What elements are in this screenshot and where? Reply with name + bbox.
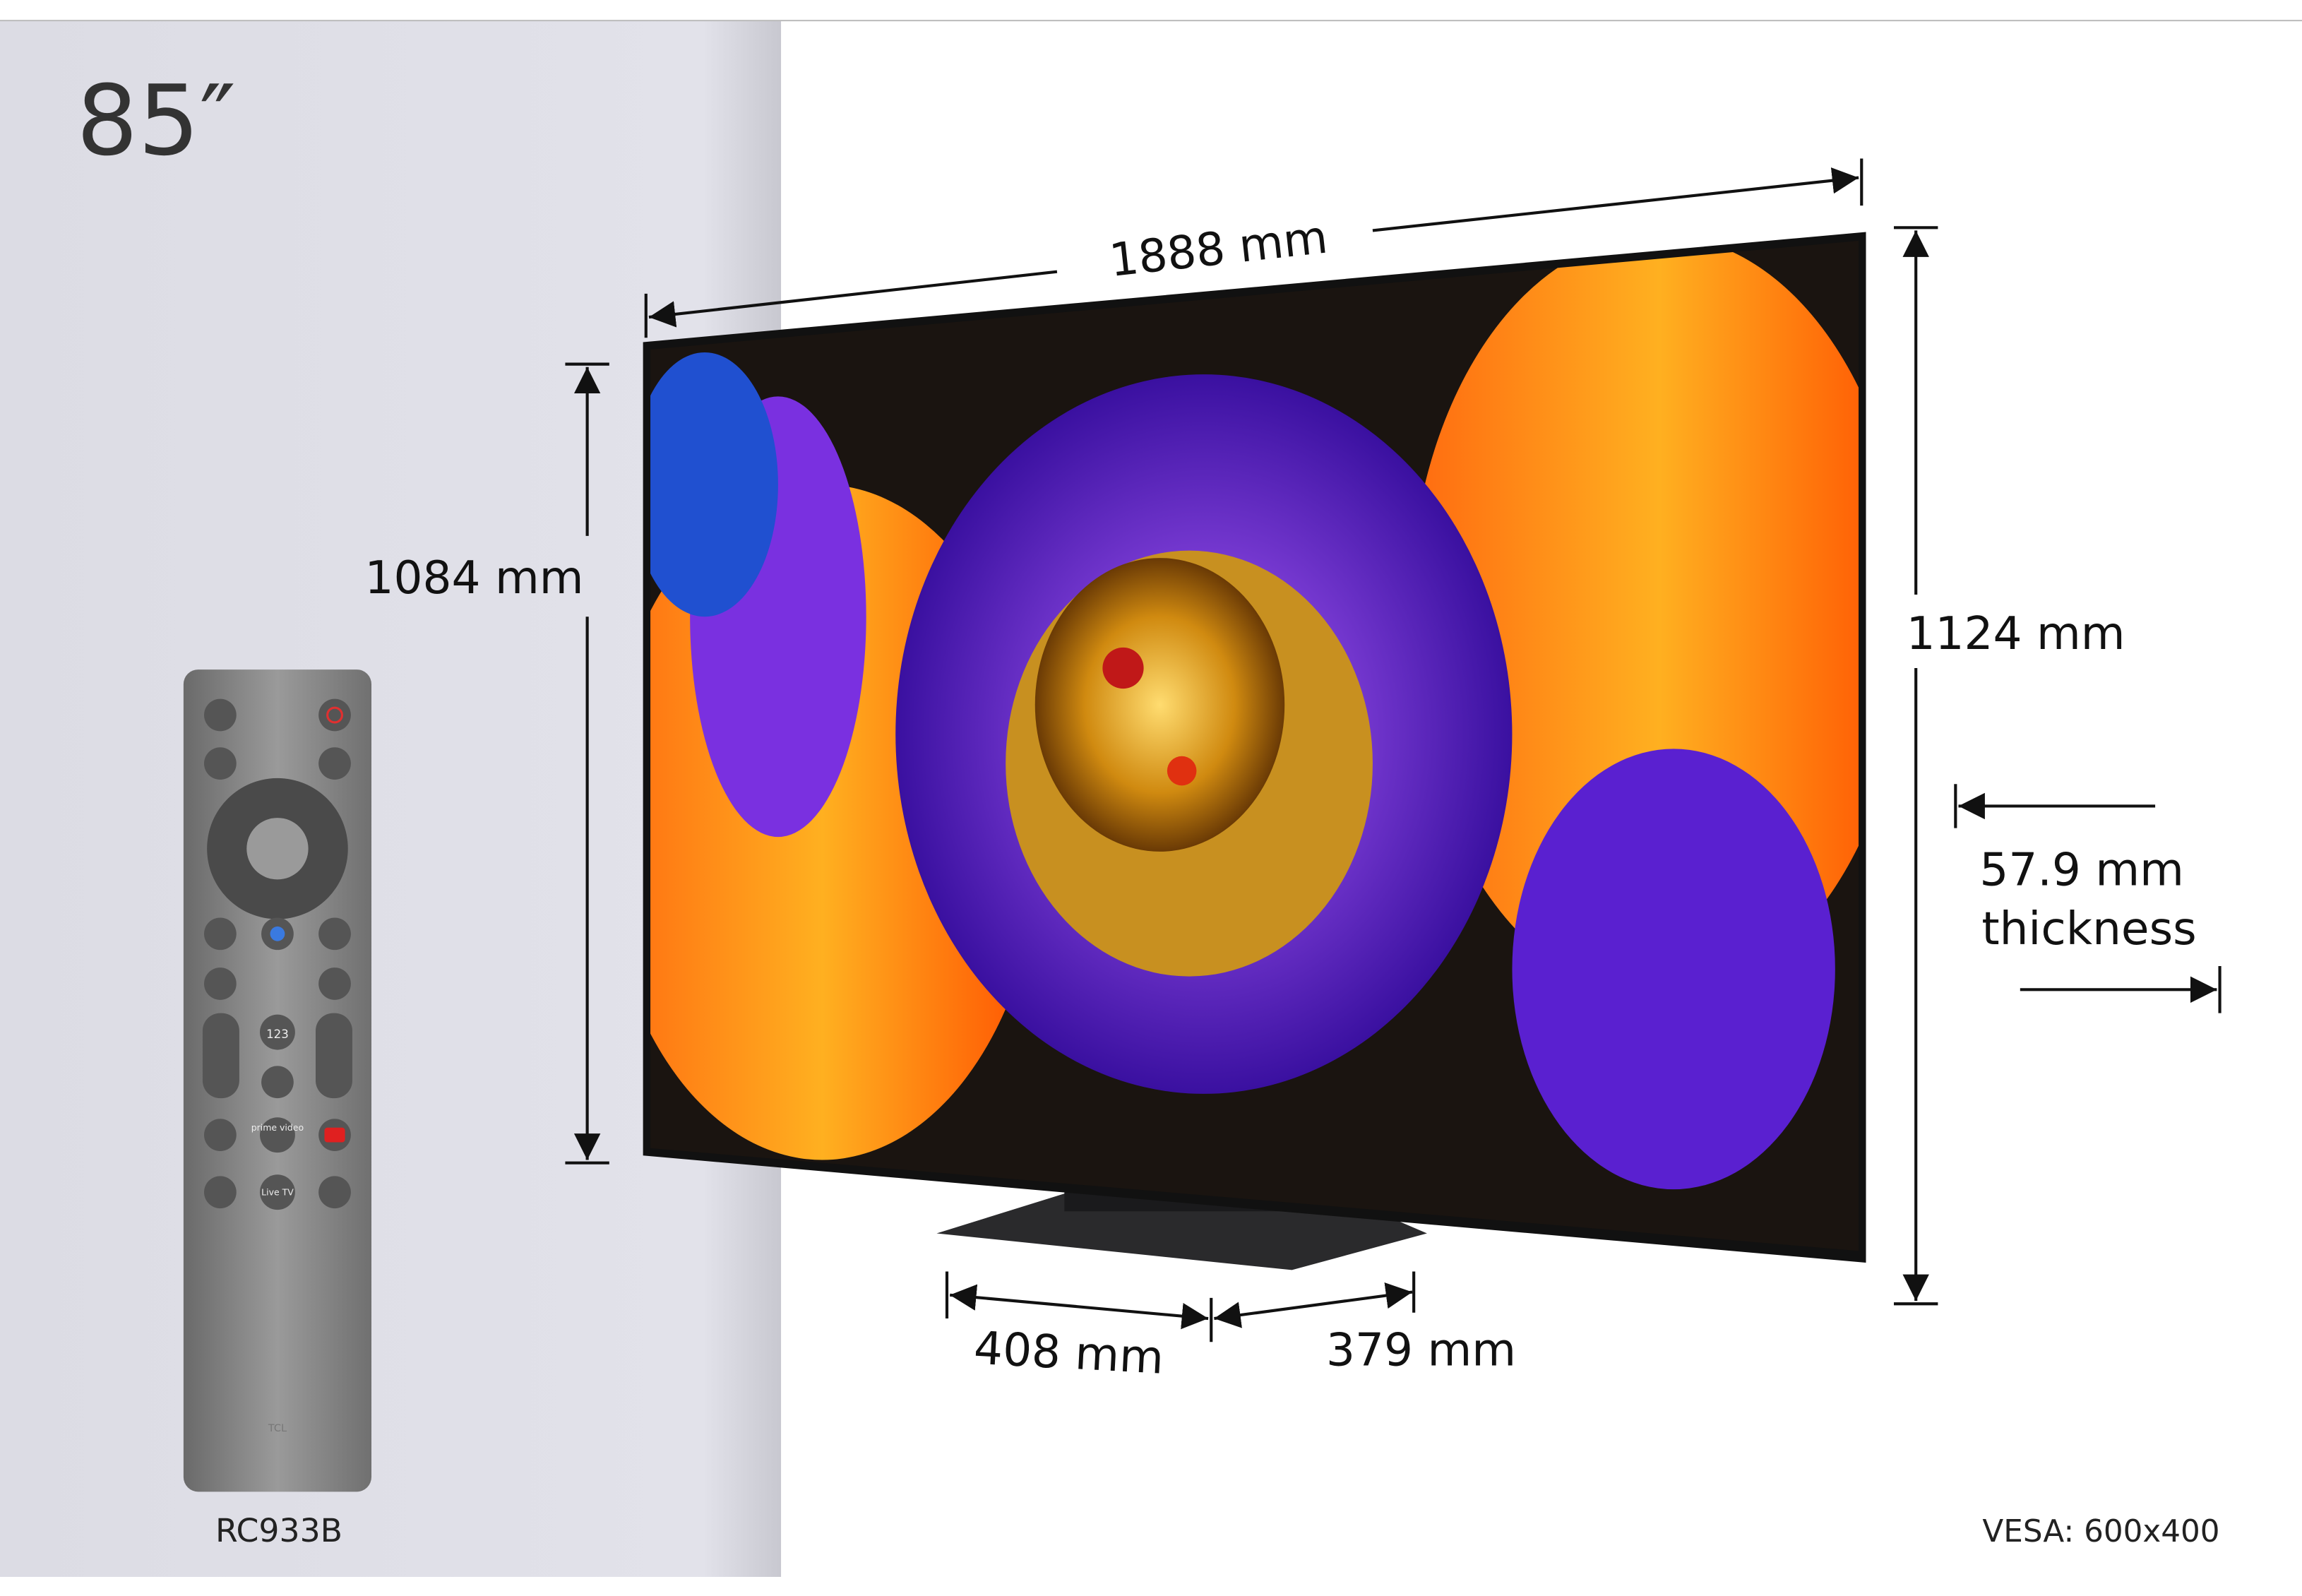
stand-width-arrow (949, 1284, 1209, 1330)
width-arrow (648, 270, 1058, 328)
remote-model: RC933B (215, 1512, 342, 1549)
remote (183, 669, 372, 1492)
width-arrow (1372, 167, 1859, 232)
button-label: 123 (266, 1028, 289, 1041)
stand-depth-label: 379 mm (1326, 1324, 1516, 1377)
size-label: 85″ (76, 65, 236, 177)
vesa-label: VESA: 600x400 (1982, 1513, 2219, 1549)
thickness-label: thickness (1981, 903, 2196, 955)
button-label: Live TV (261, 1186, 294, 1197)
stand-width-label: 408 mm (972, 1322, 1165, 1385)
stand-depth-arrow (1214, 1282, 1413, 1328)
panel-height-label: 1084 mm (365, 552, 584, 605)
button-label: prime video (251, 1122, 304, 1133)
total-height-label: 1124 mm (1907, 607, 2125, 660)
thickness-value: 57.9 mm (1979, 844, 2184, 897)
remote-brand: TCL (268, 1422, 287, 1434)
tv (643, 232, 1866, 1263)
